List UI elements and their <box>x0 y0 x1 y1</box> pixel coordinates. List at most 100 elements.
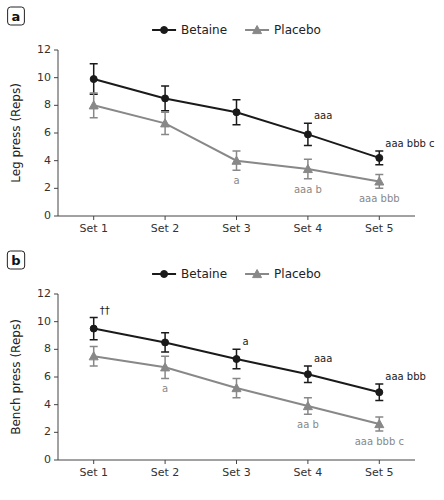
chart-canvas: 024681012Set 1Set 2Set 3Set 4Set 5Leg pr… <box>0 0 444 500</box>
annotation: a <box>243 336 249 347</box>
panel-label-box <box>7 251 24 269</box>
error-bar <box>161 112 169 134</box>
legend-label: Placebo <box>274 23 321 37</box>
y-tick-label: 8 <box>44 98 51 111</box>
data-point <box>233 356 240 363</box>
data-point <box>232 384 241 392</box>
legend-marker <box>253 26 262 34</box>
legend-item: Betaine <box>152 23 227 37</box>
error-bar <box>161 356 169 378</box>
y-tick-label: 6 <box>44 370 51 383</box>
error-bar <box>304 366 312 383</box>
y-tick <box>54 321 58 322</box>
plot-data <box>89 318 384 431</box>
annotation: aaa bbb <box>385 371 426 382</box>
y-tick <box>54 349 58 350</box>
y-tick <box>54 50 58 51</box>
legend-marker <box>253 270 262 278</box>
y-tick <box>54 133 58 134</box>
y-axis-label: Leg press (Reps) <box>9 83 23 183</box>
x-tick <box>93 460 94 464</box>
error-bar <box>375 384 383 401</box>
error-bar <box>90 64 98 94</box>
error-bar <box>90 318 98 340</box>
data-point <box>304 131 311 138</box>
legend: Betaine Placebo <box>152 23 321 37</box>
data-point <box>232 156 241 164</box>
panel: 024681012Set 1Set 2Set 3Set 4Set 5Leg pr… <box>8 7 435 235</box>
data-point <box>233 109 240 116</box>
y-tick-label: 6 <box>44 126 51 139</box>
series-line <box>94 105 380 181</box>
x-tick <box>165 460 166 464</box>
annotation: aaa bbb c <box>355 436 404 447</box>
y-tick <box>54 432 58 433</box>
y-tick <box>54 188 58 189</box>
annotation: aaa bbb c <box>385 138 434 149</box>
error-bar <box>233 378 241 397</box>
y-tick-label: 10 <box>37 71 51 84</box>
y-tick-label: 12 <box>37 43 51 56</box>
error-bar <box>90 93 98 118</box>
y-tick <box>54 404 58 405</box>
x-tick-label: Set 3 <box>222 222 251 235</box>
panel-label: a <box>12 9 21 24</box>
y-tick-label: 4 <box>44 398 51 411</box>
annotation: aaa bbb <box>359 193 400 204</box>
annotation: aaa <box>314 353 332 364</box>
data-point <box>376 154 383 161</box>
data-point <box>162 339 169 346</box>
y-axis-label: Bench press (Reps) <box>9 319 23 435</box>
y-tick-label: 12 <box>37 287 51 300</box>
annotation: aa b <box>297 419 319 430</box>
x-tick-label: Set 4 <box>294 222 323 235</box>
y-tick-label: 0 <box>44 453 51 466</box>
x-tick <box>307 460 308 464</box>
x-tick <box>93 216 94 220</box>
error-bar <box>304 123 312 145</box>
x-tick <box>236 460 237 464</box>
legend-label: Betaine <box>181 23 227 37</box>
y-tick-label: 2 <box>44 425 51 438</box>
annotation: a <box>233 175 239 186</box>
panel: 024681012Set 1Set 2Set 3Set 4Set 5Bench … <box>7 251 426 479</box>
legend-item: Placebo <box>245 23 321 37</box>
error-bar <box>233 100 241 125</box>
y-tick <box>54 216 58 217</box>
error-bar <box>304 398 312 415</box>
annotation: aaa b <box>294 184 322 195</box>
y-tick-label: 0 <box>44 209 51 222</box>
x-tick-label: Set 2 <box>151 466 180 479</box>
plot-data <box>89 64 384 189</box>
series-line <box>94 356 380 424</box>
data-point <box>89 352 98 360</box>
legend-marker <box>161 271 168 278</box>
legend-item: Placebo <box>245 267 321 281</box>
annotation: †† <box>100 305 110 316</box>
x-tick-label: Set 3 <box>222 466 251 479</box>
y-tick-label: 2 <box>44 181 51 194</box>
data-point <box>162 95 169 102</box>
annotation: a <box>162 383 168 394</box>
legend-marker <box>161 27 168 34</box>
panel-label-box <box>8 7 25 25</box>
y-tick <box>54 294 58 295</box>
series-line <box>94 79 380 158</box>
x-tick-label: Set 1 <box>79 466 108 479</box>
y-tick-label: 8 <box>44 342 51 355</box>
panel-label: b <box>11 253 20 268</box>
data-point <box>376 389 383 396</box>
error-bar <box>375 417 383 431</box>
error-bar <box>161 86 169 111</box>
error-bar <box>233 151 241 170</box>
data-point <box>375 420 384 428</box>
data-point <box>303 164 312 172</box>
data-point <box>90 76 97 83</box>
y-tick-label: 10 <box>37 315 51 328</box>
legend-label: Placebo <box>274 267 321 281</box>
error-bar <box>161 333 169 352</box>
series-line <box>94 329 380 393</box>
data-point <box>304 371 311 378</box>
data-point <box>90 325 97 332</box>
y-tick <box>54 377 58 378</box>
